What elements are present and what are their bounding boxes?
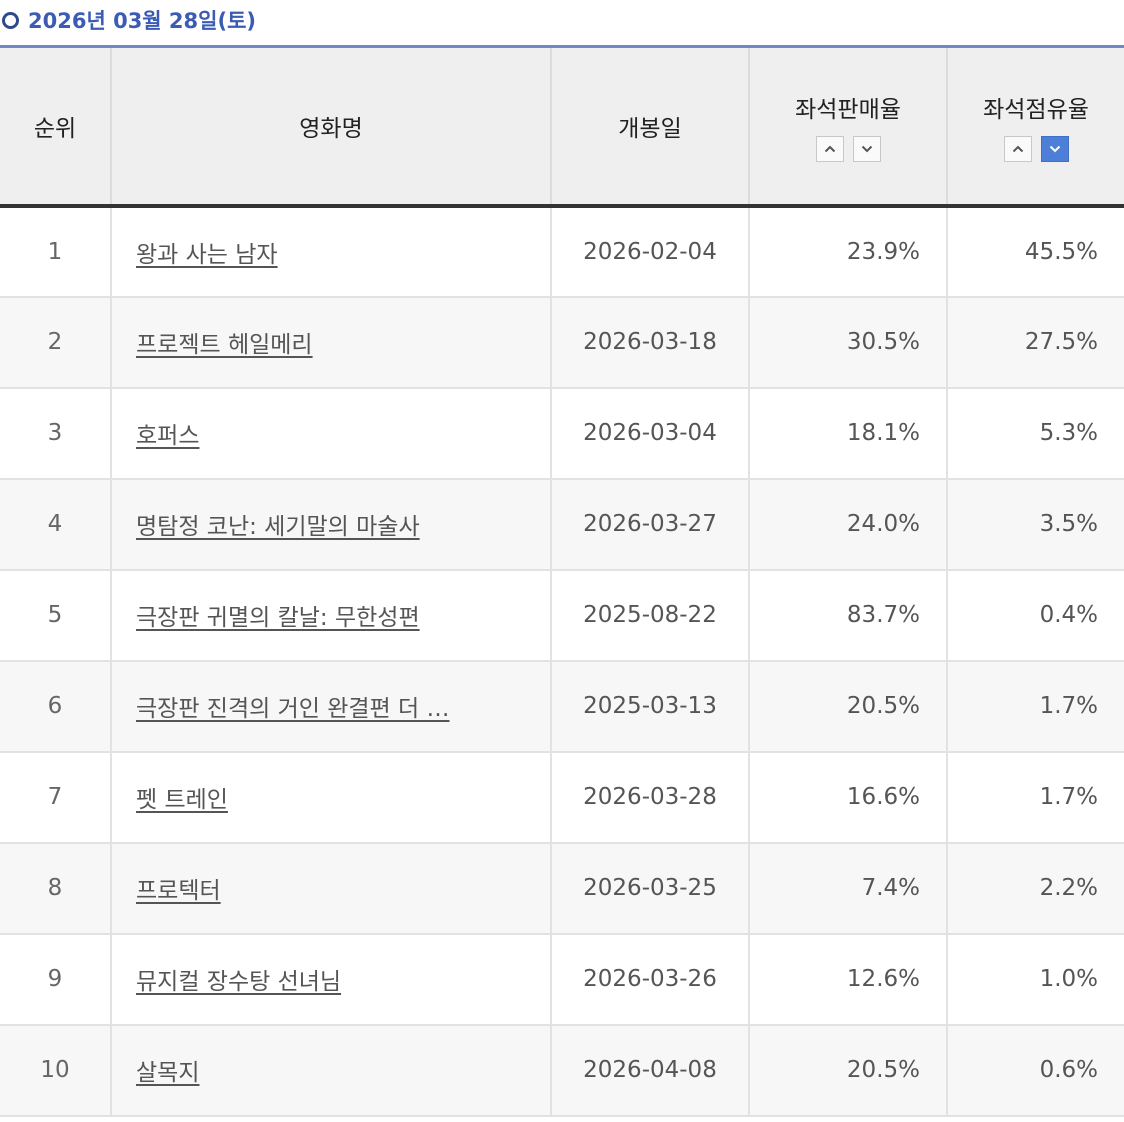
sales-rate-sort-desc-button[interactable] <box>852 135 881 162</box>
title-cell: 왕과 사는 남자 <box>111 205 552 298</box>
chevron-up-icon <box>824 145 835 152</box>
header-rank: 순위 <box>0 46 112 208</box>
release-date-cell: 2026-02-04 <box>551 205 750 298</box>
table-row: 10 살목지 2026-04-08 20.5% 0.6% <box>0 1024 1124 1117</box>
header-sales-rate-label: 좌석판매율 <box>795 96 901 123</box>
date-heading: 2026년 03월 28일(토) <box>0 0 256 40</box>
movie-title-link[interactable]: 왕과 사는 남자 <box>136 241 278 268</box>
table-row: 9 뮤지컬 장수탕 선녀님 2026-03-26 12.6% 1.0% <box>0 933 1124 1026</box>
movie-title-link[interactable]: 프로텍터 <box>136 878 221 904</box>
title-cell: 극장판 진격의 거인 완결편 더 … <box>111 660 552 753</box>
title-cell: 극장판 귀멸의 칼날: 무한성편 <box>111 569 552 662</box>
movie-title-link[interactable]: 호퍼스 <box>136 423 200 449</box>
movie-title-link[interactable]: 극장판 진격의 거인 완결편 더 … <box>136 696 450 722</box>
title-cell: 프로텍터 <box>111 842 552 935</box>
header-occupancy: 좌석점유율 <box>947 46 1124 208</box>
table-row: 3 호퍼스 2026-03-04 18.1% 5.3% <box>0 387 1124 480</box>
sales-rate-cell: 12.6% <box>749 933 948 1026</box>
table-row: 4 명탐정 코난: 세기말의 마술사 2026-03-27 24.0% 3.5% <box>0 478 1124 571</box>
occupancy-cell: 45.5% <box>947 205 1124 298</box>
header-title: 영화명 <box>111 46 552 208</box>
header-title-label: 영화명 <box>299 115 363 142</box>
table-row: 5 극장판 귀멸의 칼날: 무한성편 2025-08-22 83.7% 0.4% <box>0 569 1124 662</box>
chevron-down-icon <box>1049 145 1060 153</box>
chevron-down-icon <box>861 145 872 153</box>
occupancy-cell: 3.5% <box>947 478 1124 571</box>
rank-cell: 7 <box>0 751 112 844</box>
rank-cell: 10 <box>0 1024 112 1117</box>
title-cell: 호퍼스 <box>111 387 552 480</box>
rank-cell: 5 <box>0 569 112 662</box>
occupancy-cell: 2.2% <box>947 842 1124 935</box>
release-date-cell: 2026-03-18 <box>551 296 750 389</box>
header-release: 개봉일 <box>551 46 750 208</box>
rank-cell: 6 <box>0 660 112 753</box>
occupancy-cell: 1.0% <box>947 933 1124 1026</box>
table-row: 1 왕과 사는 남자 2026-02-04 23.9% 45.5% <box>0 205 1124 298</box>
release-date-cell: 2026-03-26 <box>551 933 750 1026</box>
table-body: 1 왕과 사는 남자 2026-02-04 23.9% 45.5% 2 프로젝트… <box>0 205 1124 1117</box>
release-date-cell: 2026-03-27 <box>551 478 750 571</box>
release-date-cell: 2026-04-08 <box>551 1024 750 1117</box>
table-row: 2 프로젝트 헤일메리 2026-03-18 30.5% 27.5% <box>0 296 1124 389</box>
rank-cell: 8 <box>0 842 112 935</box>
sales-rate-cell: 7.4% <box>749 842 948 935</box>
occupancy-cell: 0.6% <box>947 1024 1124 1117</box>
table-row: 7 펫 트레인 2026-03-28 16.6% 1.7% <box>0 751 1124 844</box>
header-release-label: 개봉일 <box>618 115 682 142</box>
sales-rate-cell: 24.0% <box>749 478 948 571</box>
sales-rate-cell: 16.6% <box>749 751 948 844</box>
sales-rate-sort-asc-button[interactable] <box>815 135 844 162</box>
box-office-table: 순위 영화명 개봉일 좌석판매율 좌석점유율 <box>0 45 1124 1117</box>
sales-rate-cell: 20.5% <box>749 660 948 753</box>
rank-cell: 1 <box>0 205 112 298</box>
release-date-cell: 2026-03-28 <box>551 751 750 844</box>
title-cell: 펫 트레인 <box>111 751 552 844</box>
occupancy-cell: 5.3% <box>947 387 1124 480</box>
title-cell: 프로젝트 헤일메리 <box>111 296 552 389</box>
header-occupancy-label: 좌석점유율 <box>983 96 1089 123</box>
table-header: 순위 영화명 개봉일 좌석판매율 좌석점유율 <box>0 46 1124 208</box>
sales-rate-cell: 18.1% <box>749 387 948 480</box>
occupancy-cell: 1.7% <box>947 660 1124 753</box>
occupancy-cell: 27.5% <box>947 296 1124 389</box>
sales-rate-cell: 83.7% <box>749 569 948 662</box>
rank-cell: 3 <box>0 387 112 480</box>
date-heading-text: 2026년 03월 28일(토) <box>28 9 256 33</box>
header-rank-label: 순위 <box>33 115 77 142</box>
title-cell: 살목지 <box>111 1024 552 1117</box>
header-sales-rate: 좌석판매율 <box>749 46 948 208</box>
movie-title-link[interactable]: 펫 트레인 <box>136 787 228 813</box>
circle-bullet-icon <box>2 11 19 29</box>
movie-title-link[interactable]: 프로젝트 헤일메리 <box>136 332 313 358</box>
release-date-cell: 2026-03-25 <box>551 842 750 935</box>
sales-rate-cell: 30.5% <box>749 296 948 389</box>
occupancy-sort-asc-button[interactable] <box>1003 135 1032 162</box>
table-row: 6 극장판 진격의 거인 완결편 더 … 2025-03-13 20.5% 1.… <box>0 660 1124 753</box>
title-cell: 뮤지컬 장수탕 선녀님 <box>111 933 552 1026</box>
chevron-up-icon <box>1012 145 1023 152</box>
occupancy-sort-desc-button[interactable] <box>1040 135 1069 162</box>
rank-cell: 9 <box>0 933 112 1026</box>
title-cell: 명탐정 코난: 세기말의 마술사 <box>111 478 552 571</box>
release-date-cell: 2026-03-04 <box>551 387 750 480</box>
occupancy-cell: 0.4% <box>947 569 1124 662</box>
movie-title-link[interactable]: 살목지 <box>136 1060 200 1086</box>
movie-title-link[interactable]: 뮤지컬 장수탕 선녀님 <box>136 969 342 995</box>
release-date-cell: 2025-03-13 <box>551 660 750 753</box>
release-date-cell: 2025-08-22 <box>551 569 750 662</box>
sales-rate-cell: 23.9% <box>749 205 948 298</box>
sales-rate-cell: 20.5% <box>749 1024 948 1117</box>
rank-cell: 4 <box>0 478 112 571</box>
table-row: 8 프로텍터 2026-03-25 7.4% 2.2% <box>0 842 1124 935</box>
rank-cell: 2 <box>0 296 112 389</box>
movie-title-link[interactable]: 명탐정 코난: 세기말의 마술사 <box>136 514 420 540</box>
movie-title-link[interactable]: 극장판 귀멸의 칼날: 무한성편 <box>136 605 420 631</box>
occupancy-cell: 1.7% <box>947 751 1124 844</box>
